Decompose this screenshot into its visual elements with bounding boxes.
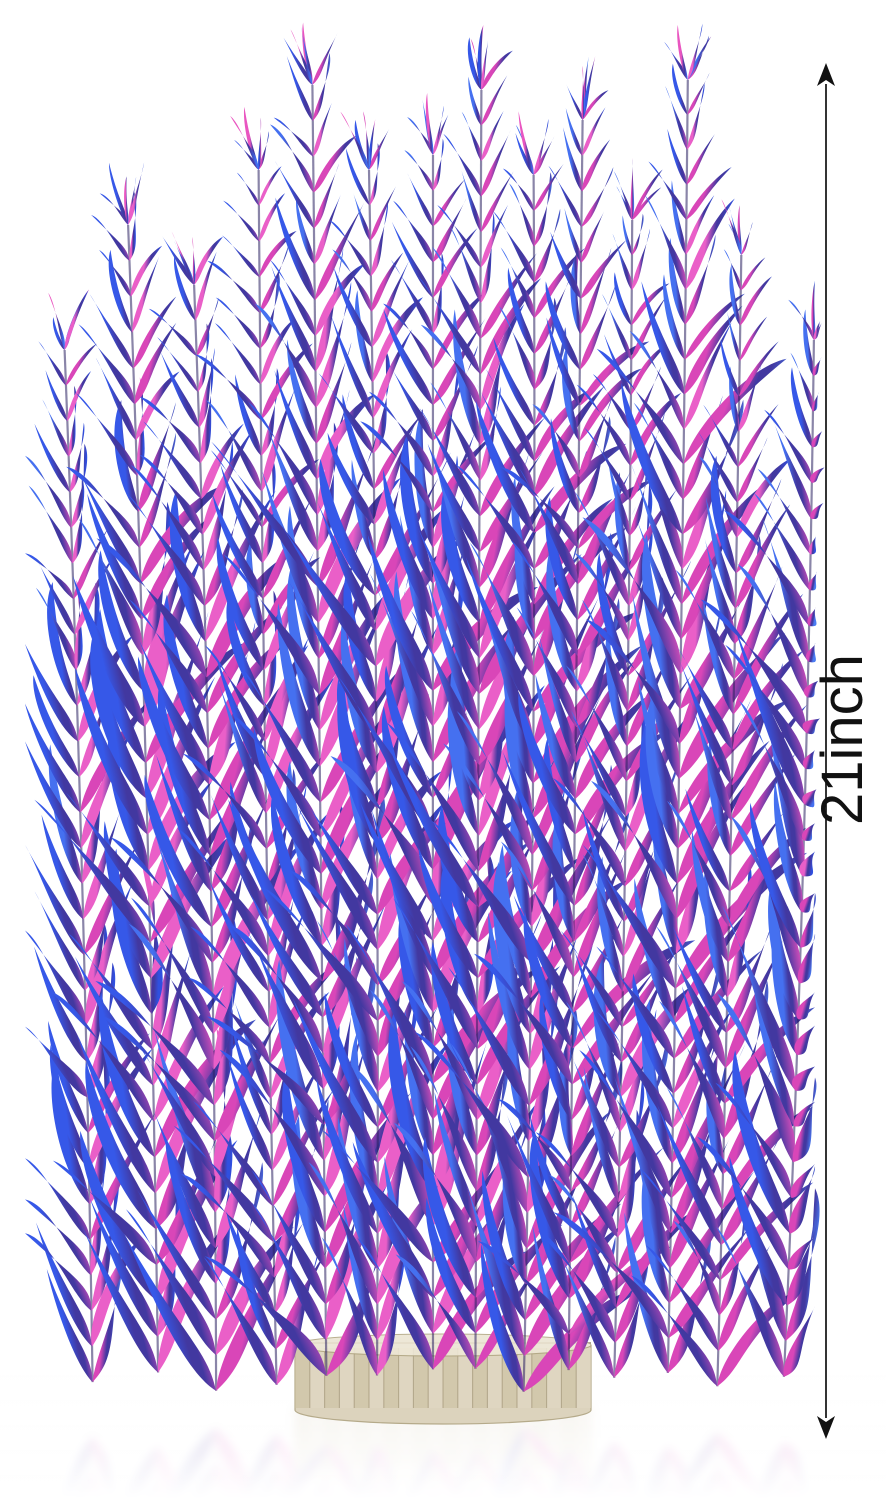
svg-text:21inch: 21inch <box>810 654 875 825</box>
